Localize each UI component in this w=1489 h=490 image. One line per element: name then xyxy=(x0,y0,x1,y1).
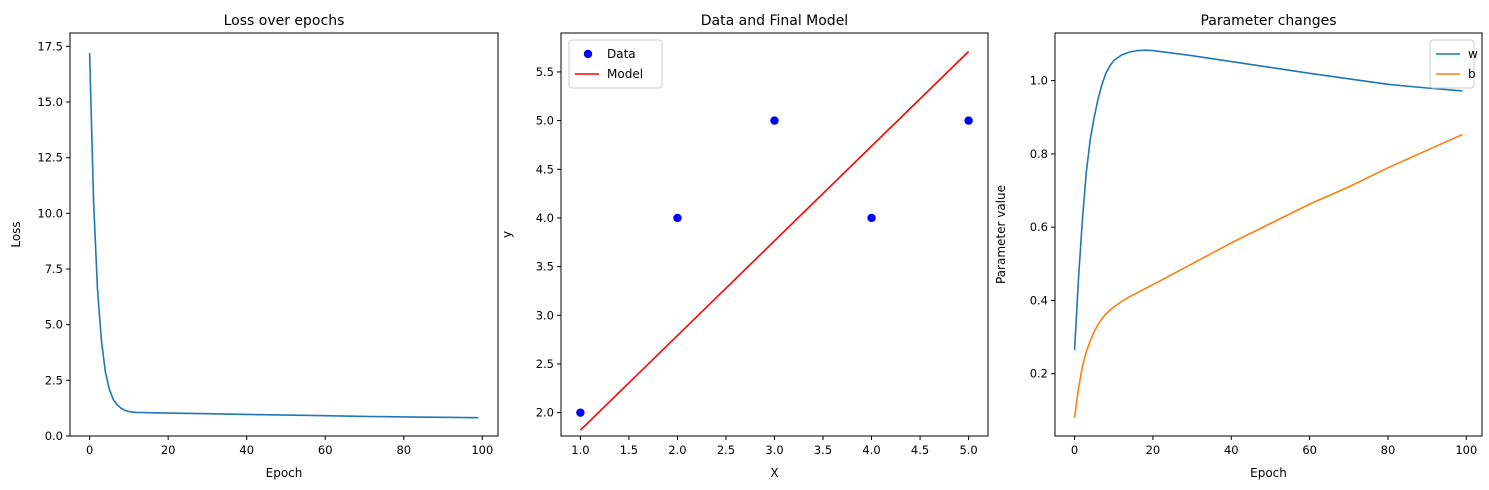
y-tick-label: 2.0 xyxy=(536,406,554,420)
x-tick-label: 60 xyxy=(1302,443,1317,457)
y-tick-label: 0.6 xyxy=(1030,220,1048,234)
chart-title: Data and Final Model xyxy=(701,13,848,29)
chart-1: Loss over epochs Epoch Loss 0 20 40 60 80 100 0.0… xyxy=(9,13,499,480)
chart-2: Data and Final Model Xy 1.0 1.5 2.0 2.5 3.0 3.5… xyxy=(500,13,989,480)
y-axis-label: Loss xyxy=(9,221,23,247)
chart-title: Parameter changes xyxy=(1200,13,1336,29)
legend-label: b xyxy=(1468,67,1476,81)
y-tick-label: 4.5 xyxy=(536,162,554,176)
x-tick-label: 20 xyxy=(161,443,176,457)
x-tick-label: 2.0 xyxy=(668,443,686,457)
y-tick-label: 2.5 xyxy=(536,357,554,371)
x-tick-label: 0 xyxy=(86,443,93,457)
x-axis-label: Epoch xyxy=(266,466,303,480)
y-tick-label: 3.5 xyxy=(536,260,554,274)
x-tick-label: 80 xyxy=(1381,443,1396,457)
x-tick-label: 4.5 xyxy=(911,443,929,457)
series-line-b xyxy=(1073,133,1463,418)
legend-label: Data xyxy=(607,47,636,61)
x-tick-label: 20 xyxy=(1146,443,1161,457)
legend-label: Model xyxy=(607,67,643,81)
x-tick-label: 3.5 xyxy=(814,443,832,457)
data-point xyxy=(673,213,682,223)
y-tick-label: 4.0 xyxy=(536,211,554,225)
plot-frame xyxy=(69,32,499,437)
x-tick-label: 40 xyxy=(1224,443,1239,457)
x-tick-label: 3.0 xyxy=(765,443,783,457)
y-axis-label: y xyxy=(500,231,514,238)
x-tick-label: 1.5 xyxy=(620,443,638,457)
legend: wb xyxy=(1429,39,1478,89)
y-tick-label: 17.5 xyxy=(37,39,63,53)
x-tick-label: 5.0 xyxy=(959,443,977,457)
y-tick-label: 0.4 xyxy=(1030,293,1048,307)
plot-frame xyxy=(1054,32,1483,437)
y-axis-label: Parameter value xyxy=(994,185,1008,284)
y-tick-label: 1.0 xyxy=(1030,74,1048,88)
y-tick-label: 15.0 xyxy=(37,95,63,109)
legend: Data Model xyxy=(568,39,663,89)
y-tick-label: 0.0 xyxy=(45,429,63,443)
x-tick-label: 4.0 xyxy=(862,443,880,457)
data-point xyxy=(867,213,876,223)
x-tick-label: 0 xyxy=(1071,443,1078,457)
y-tick-label: 7.5 xyxy=(45,262,63,276)
y-tick-label: 3.0 xyxy=(536,308,554,322)
legend-box xyxy=(568,39,663,89)
series-line-model xyxy=(579,50,970,431)
x-tick-label: 100 xyxy=(471,443,493,457)
plot-frame xyxy=(560,32,989,437)
x-tick-label: 2.5 xyxy=(717,443,735,457)
legend-marker xyxy=(583,49,593,59)
y-tick-label: 5.5 xyxy=(536,65,554,79)
data-point xyxy=(576,408,585,417)
x-tick-label: 80 xyxy=(396,443,411,457)
data-point xyxy=(770,116,779,125)
y-tick-label: 10.0 xyxy=(37,206,63,220)
data-point xyxy=(964,116,973,125)
x-tick-label: 60 xyxy=(318,443,333,457)
y-tick-label: 2.5 xyxy=(45,373,63,387)
x-axis-label: Epoch xyxy=(1250,466,1287,480)
x-tick-label: 1.0 xyxy=(571,443,589,457)
series-line-loss xyxy=(88,52,479,419)
y-tick-label: 0.2 xyxy=(1030,367,1048,381)
y-tick-label: 5.0 xyxy=(536,114,554,128)
x-tick-label: 100 xyxy=(1455,443,1477,457)
x-tick-label: 40 xyxy=(239,443,254,457)
x-axis-label: X xyxy=(770,466,778,480)
legend-box xyxy=(1429,39,1475,89)
legend-label: w xyxy=(1468,47,1478,61)
y-tick-label: 5.0 xyxy=(45,318,63,332)
chart-3: Parameter changes Epoch Parameter value 0 20… xyxy=(994,13,1483,480)
y-tick-label: 0.8 xyxy=(1030,147,1048,161)
y-tick-label: 12.5 xyxy=(37,151,63,165)
series-line-w xyxy=(1073,49,1463,350)
chart-title: Loss over epochs xyxy=(224,13,345,29)
